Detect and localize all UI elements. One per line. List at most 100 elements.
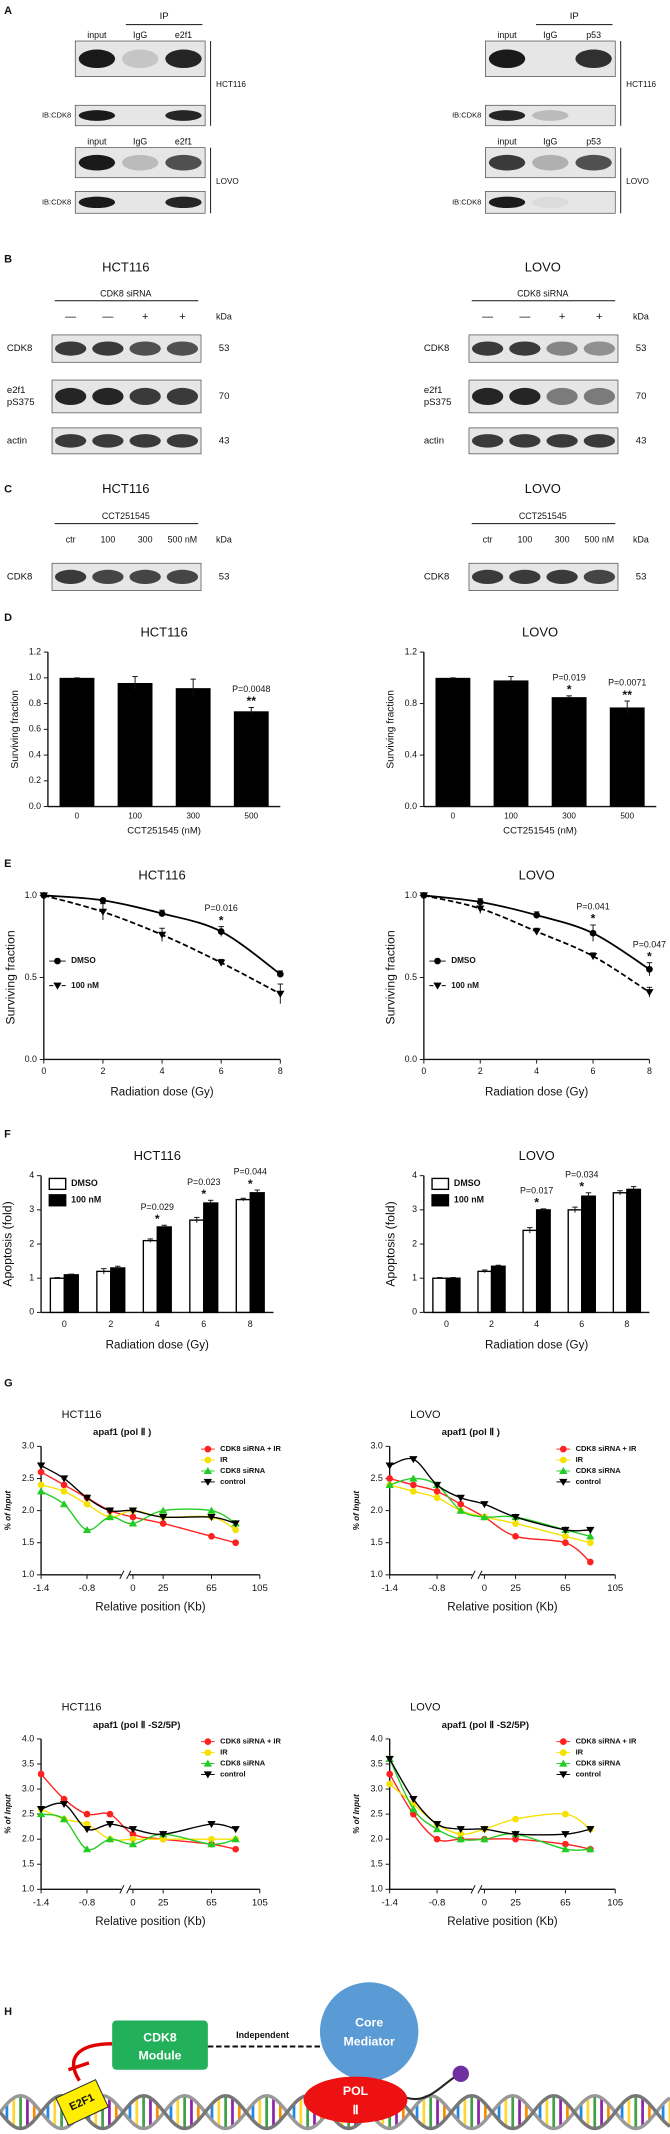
chart-title: HCT116 (62, 1701, 102, 1713)
axis-break (470, 1884, 476, 1894)
point (645, 989, 654, 997)
band (471, 569, 504, 585)
chart-subtitle: apaf1 (pol Ⅱ ) (442, 1427, 500, 1438)
point (480, 1826, 489, 1834)
point (105, 1835, 115, 1843)
y-tick-label: 2.0 (22, 1505, 34, 1515)
p-value: P=0.016 (205, 903, 238, 913)
point (646, 965, 653, 973)
point (385, 1462, 394, 1470)
curve (389, 1457, 591, 1532)
curve (389, 1758, 591, 1836)
legend-label: 100 nM (454, 1195, 484, 1205)
point (36, 1806, 46, 1814)
point (511, 1513, 520, 1521)
lane-label: input (497, 30, 517, 40)
bar (612, 1192, 628, 1314)
p-value: P=0.0048 (232, 684, 270, 694)
y-tick-label: 2.0 (371, 1505, 383, 1515)
legend-marker (559, 1771, 568, 1779)
legend-label: 100 nM (451, 981, 479, 990)
band (54, 387, 87, 405)
band (509, 434, 541, 448)
band (78, 196, 116, 209)
kda-label: 43 (636, 435, 647, 446)
lane-label: + (179, 311, 185, 323)
point (37, 1770, 45, 1778)
x-tick-label: -1.4 (381, 1583, 398, 1594)
legend-marker (559, 1467, 568, 1475)
lane-label: IgG (133, 30, 147, 40)
x-tick-label: 6 (591, 1066, 596, 1076)
ip-label: IP (160, 11, 169, 22)
curve (389, 1477, 591, 1563)
point (480, 1835, 489, 1843)
band (92, 387, 124, 405)
y-tick-label: 1.0 (29, 672, 41, 682)
x-tick-label: 8 (647, 1066, 652, 1076)
point (432, 1821, 442, 1829)
band (583, 569, 616, 585)
bar (626, 1188, 642, 1314)
band (546, 341, 578, 356)
point (409, 1456, 418, 1464)
y-tick-label: 1.0 (22, 1884, 34, 1894)
point (432, 1825, 442, 1833)
bar (110, 1267, 126, 1314)
lane-label: 300 (555, 534, 570, 544)
legend-marker (203, 1478, 213, 1486)
bar (493, 680, 529, 807)
band (509, 387, 541, 405)
x-axis-label: Radiation dose (Gy) (110, 1085, 213, 1098)
point (82, 1494, 92, 1502)
y-tick-label: 4 (29, 1170, 34, 1180)
x-tick-label: 100 (128, 811, 142, 820)
cdk8-module (112, 2020, 208, 2070)
y-tick-label: 1 (29, 1273, 34, 1283)
point (511, 1831, 520, 1839)
treatment-label: CCT251545 (519, 511, 567, 521)
point (36, 1487, 46, 1495)
point (98, 908, 108, 916)
curve (40, 1773, 236, 1850)
point (410, 1481, 417, 1489)
band (165, 110, 202, 121)
y-tick-label: 1.2 (29, 646, 41, 656)
x-tick-label: 25 (158, 1897, 169, 1908)
pol2 (303, 2076, 408, 2124)
point (562, 1539, 569, 1547)
blot (485, 191, 616, 214)
point (433, 1487, 441, 1495)
ib-label: IB:CDK8 (42, 111, 71, 120)
chart-title: LOVO (410, 1701, 440, 1713)
x-tick-label: 0 (482, 1583, 487, 1594)
point (207, 1821, 216, 1829)
y-axis-label: Surviving fraction (386, 690, 397, 769)
bar (445, 1277, 461, 1314)
band (532, 110, 569, 121)
point (106, 1810, 114, 1818)
panel-letter: B (4, 254, 12, 266)
point (208, 1532, 215, 1540)
x-tick-label: 0 (451, 811, 456, 820)
x-tick-label: 6 (219, 1066, 224, 1076)
band (54, 341, 87, 356)
point (82, 1826, 92, 1834)
legend-label: CDK8 siRNA + IR (220, 1737, 281, 1746)
blot-title: HCT116 (102, 259, 149, 274)
lane-label: p53 (586, 137, 601, 147)
x-axis-label: CCT251545 (nM) (503, 826, 577, 837)
bar (609, 707, 645, 807)
x-tick-label: 300 (186, 811, 200, 820)
x-tick-label: 0 (421, 1066, 426, 1076)
x-tick-label: -0.8 (429, 1583, 445, 1594)
curve (389, 1484, 591, 1544)
curve (423, 894, 650, 993)
point (207, 1840, 216, 1848)
p-value: P=0.0071 (608, 678, 646, 688)
point (512, 1520, 519, 1527)
legend-marker (559, 1456, 567, 1464)
band (471, 434, 504, 448)
point (586, 1539, 594, 1547)
p-value: P=0.023 (187, 1177, 220, 1187)
